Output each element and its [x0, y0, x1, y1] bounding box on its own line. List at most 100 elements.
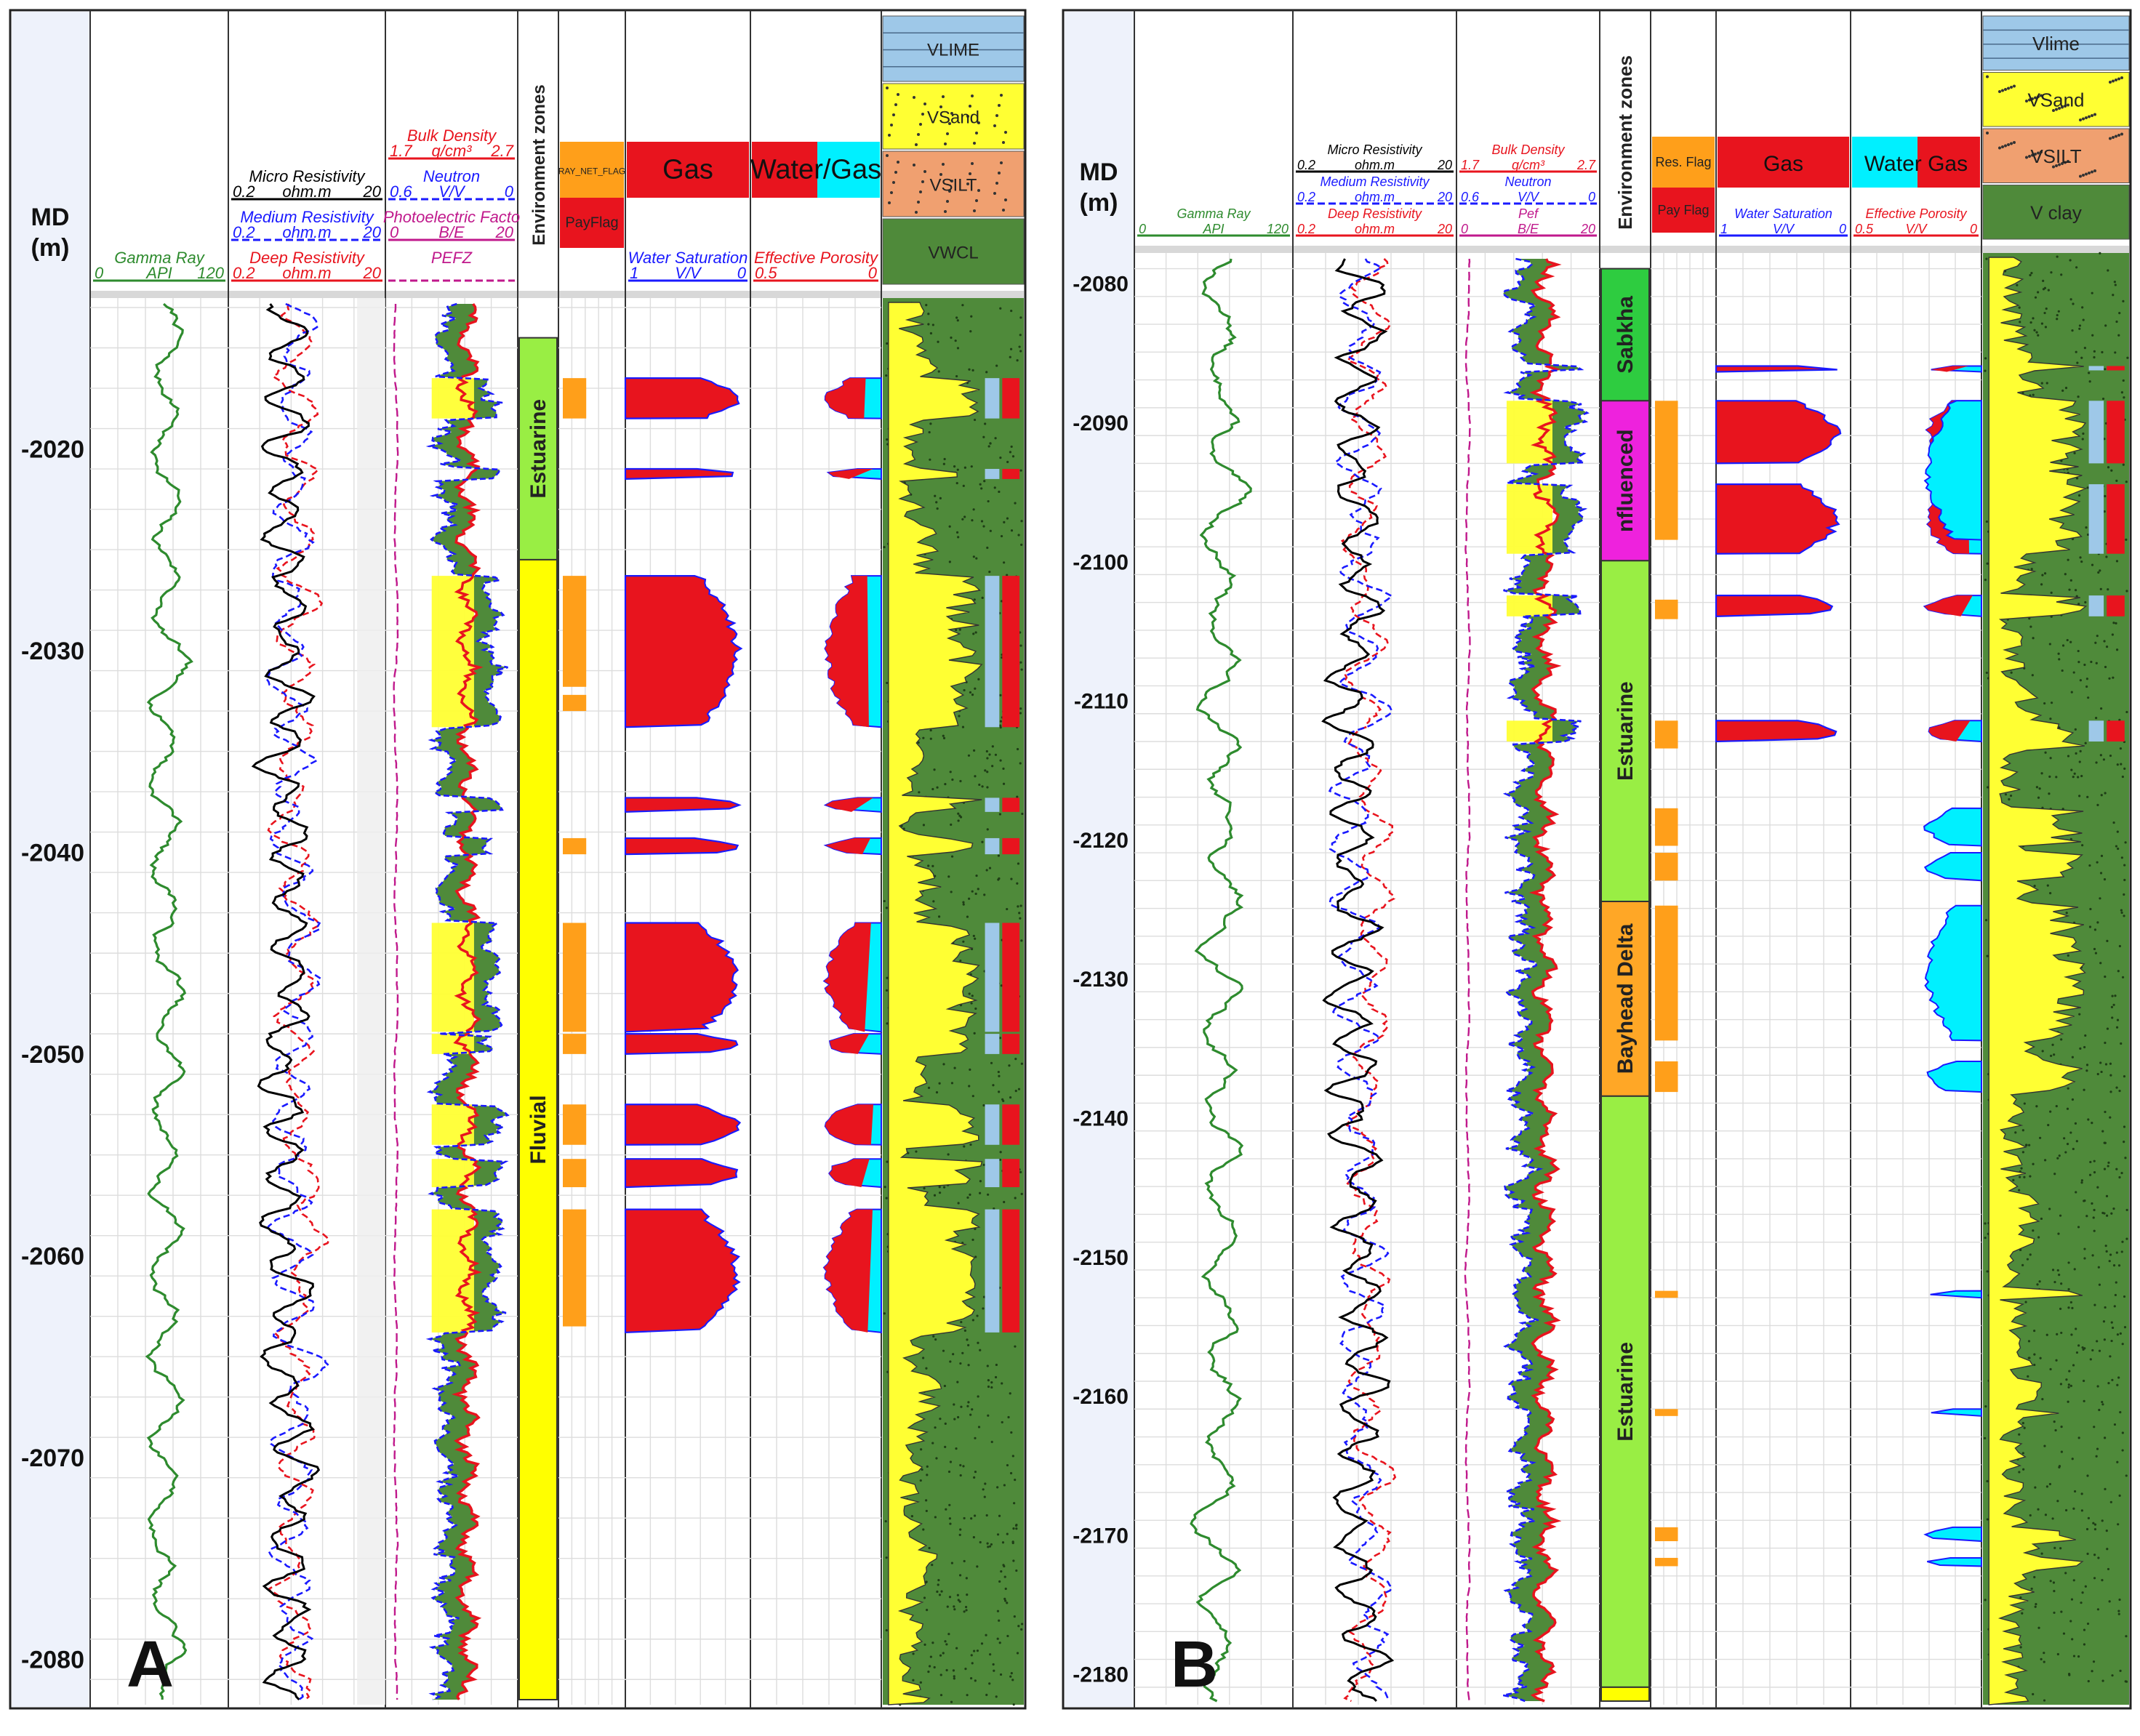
lith-clay-dot	[2040, 1552, 2043, 1555]
lith-clay-dot	[1019, 644, 1022, 647]
lith-clay-dot	[2083, 1199, 2086, 1202]
lith-dot	[921, 180, 924, 183]
lith-clay-dot	[2099, 962, 2102, 965]
curve-header-gamma-ray: Gamma Ray 0 API 120	[1137, 206, 1290, 237]
lith-dot	[2058, 107, 2061, 110]
lith-clay-dot	[950, 823, 953, 826]
lith-clay-dot	[2032, 317, 2035, 320]
lith-clay-dot	[925, 1580, 928, 1583]
pay-flag-header-box	[560, 198, 624, 248]
lith-clay-dot	[2120, 856, 2123, 859]
lith-clay-dot	[2039, 1357, 2042, 1359]
lith-clay-dot	[2096, 1072, 2099, 1076]
lith-clay-dot	[987, 1414, 990, 1417]
lith-clay-dot	[2124, 1157, 2127, 1160]
lith-clay-dot	[942, 1063, 945, 1066]
curve-name: Bulk Density	[1491, 142, 1565, 157]
lith-clay-dot	[2075, 1191, 2077, 1194]
lith-clay-dot	[2099, 897, 2101, 900]
lith-lime-fill	[985, 1104, 1000, 1145]
lith-clay-dot	[979, 1180, 982, 1183]
lith-clay-dot	[2066, 1107, 2069, 1110]
environment-zones-title: Environment zones	[1614, 55, 1636, 230]
lith-clay-dot	[950, 891, 953, 893]
curve-min: 1.7	[390, 142, 412, 160]
lith-clay-dot	[883, 546, 886, 549]
lith-clay-dot	[2119, 1669, 2122, 1673]
lith-clay-dot	[977, 678, 980, 680]
lith-dot	[1002, 209, 1005, 212]
lith-clay-dot	[886, 342, 889, 345]
lith-clay-dot	[926, 1609, 929, 1612]
lith-clay-dot	[1014, 1090, 1017, 1093]
lith-clay-dot	[2040, 772, 2043, 775]
lith-clay-dot	[972, 555, 975, 558]
lith-clay-dot	[963, 1329, 966, 1332]
medium-resistivity-curve	[1328, 258, 1394, 1702]
lith-clay-dot	[937, 1578, 940, 1582]
lith-dot	[913, 96, 915, 99]
lith-clay-dot	[2069, 579, 2072, 582]
lith-clay-dot	[886, 681, 889, 685]
lith-clay-dot	[2082, 318, 2085, 321]
lith-clay-dot	[2123, 893, 2125, 896]
depth-tick-label: -2110	[1074, 690, 1129, 714]
lith-legend-label: VSand	[927, 108, 979, 128]
lith-clay-dot	[2067, 1306, 2070, 1309]
lith-clay-dot	[960, 1320, 963, 1324]
gas-saturation-fill	[624, 797, 742, 813]
lith-clay-dot	[973, 1032, 976, 1034]
lith-clay-dot	[2111, 1378, 2114, 1381]
lith-clay-dot	[2049, 718, 2052, 720]
lith-clay-dot	[1009, 451, 1012, 454]
lith-clay-dot	[2093, 947, 2096, 951]
lith-clay-dot	[1019, 707, 1022, 710]
lith-clay-dot	[944, 1640, 947, 1643]
lith-clay-dot	[966, 915, 969, 918]
lith-clay-dot	[2047, 289, 2050, 292]
lith-clay-dot	[2071, 1056, 2074, 1058]
lith-clay-dot	[2080, 356, 2083, 359]
lith-clay-dot	[923, 1643, 926, 1646]
lith-clay-dot	[2027, 1375, 2029, 1378]
res-flag-bar	[1655, 808, 1678, 846]
lith-clay-dot	[969, 691, 972, 694]
lith-clay-dot	[2104, 665, 2107, 669]
lith-clay-dot	[2123, 864, 2126, 867]
lith-clay-dot	[2026, 1258, 2029, 1261]
lith-clay-dot	[2067, 954, 2069, 957]
sand-crossover-fill	[431, 923, 474, 1032]
lith-clay-dot	[2077, 661, 2080, 664]
lith-clay-dot	[987, 1546, 990, 1548]
lith-clay-dot	[1986, 955, 1989, 957]
lith-dot	[2037, 151, 2040, 155]
lith-clay-dot	[988, 753, 991, 756]
curve-min: 0.6	[1461, 190, 1480, 204]
lith-dot	[892, 113, 895, 116]
lith-clay-dot	[2058, 1154, 2061, 1157]
lith-clay-dot	[955, 1447, 958, 1450]
env-zone-label: Sabkha	[1614, 296, 1638, 374]
lith-clay-dot	[2040, 322, 2044, 325]
lith-clay-dot	[1006, 460, 1009, 464]
lith-dot	[998, 104, 1001, 107]
lith-clay-dot	[2091, 292, 2093, 294]
lith-clay-dot	[2080, 774, 2083, 778]
lith-clay-dot	[952, 1353, 955, 1356]
lith-clay-dot	[2033, 1575, 2036, 1579]
lith-clay-dot	[935, 501, 938, 504]
lith-clay-dot	[942, 1186, 946, 1189]
lith-clay-dot	[998, 1619, 1001, 1622]
lith-clay-dot	[2033, 1329, 2036, 1333]
lith-clay-dot	[2121, 1449, 2124, 1452]
gas-saturation-fill	[1715, 594, 1834, 617]
lith-clay-dot	[1016, 882, 1019, 885]
lith-clay-dot	[2104, 1041, 2107, 1045]
lith-clay-dot	[2050, 1054, 2053, 1057]
lith-clay-dot	[2082, 1379, 2085, 1383]
lith-clay-dot	[1016, 1652, 1019, 1655]
lith-clay-dot	[1015, 1527, 1018, 1530]
lith-clay-dot	[2047, 1124, 2050, 1127]
lith-clay-dot	[2078, 1013, 2081, 1016]
lith-clay-dot	[935, 1457, 938, 1460]
